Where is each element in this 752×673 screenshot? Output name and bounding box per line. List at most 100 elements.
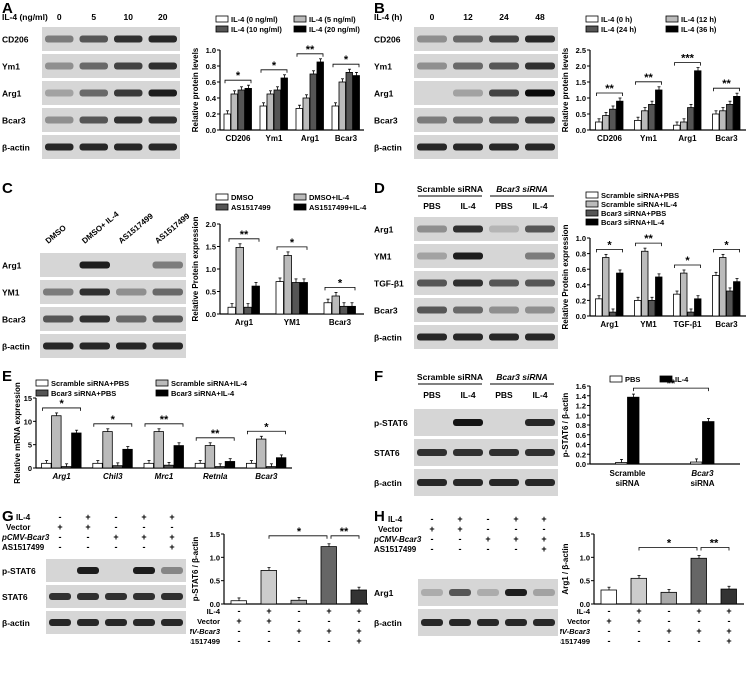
blot-lane-label: 24: [499, 12, 509, 22]
y-tick-label: 1.5: [206, 243, 216, 252]
blot-band: [489, 306, 519, 314]
x-tick-label: Bcar3: [715, 320, 738, 329]
treatment-sign: +: [485, 534, 490, 544]
blot-band: [525, 252, 555, 260]
blot-row-label: YM1: [374, 252, 392, 262]
bar: [280, 77, 288, 131]
western-blot-a: IL-4 (ng/ml) 0 5 10 20 CD206 Ym1 Arg1 Bcar3 β-act…: [0, 0, 190, 178]
treatment-sign: -: [238, 626, 241, 636]
blot-row-label: Bcar3: [374, 116, 398, 126]
y-tick-label: 0.2: [576, 450, 586, 459]
significance-marker: *: [607, 239, 612, 251]
blot-band: [525, 62, 555, 70]
blot-lane-label: IL-4: [460, 201, 475, 211]
blot-band: [533, 589, 555, 596]
blot-row-label: TGF-β1: [374, 279, 404, 289]
blot-band: [116, 315, 147, 323]
treatment-sign: -: [487, 544, 490, 554]
blot-band: [421, 589, 443, 596]
bar: [600, 589, 617, 605]
significance-marker: **: [240, 229, 249, 241]
treatment-sign: +: [169, 512, 174, 522]
y-tick-label: 1.6: [576, 382, 586, 391]
blot-band: [45, 62, 74, 70]
significance-marker: *: [111, 414, 116, 426]
blot-band: [525, 116, 555, 124]
bar: [291, 282, 300, 315]
treatment-sign: -: [358, 616, 361, 626]
treatment-sign: +: [726, 606, 731, 616]
legend-swatch: [665, 15, 679, 23]
blot-band: [525, 479, 555, 486]
y-axis-label: Relative protein levels: [561, 47, 570, 132]
blot-row-label: β-actin: [2, 618, 30, 628]
blot-band: [489, 35, 519, 43]
x-tick-label: Arg1: [678, 134, 697, 143]
blot-band: [79, 315, 110, 323]
significance-bracket: [674, 62, 701, 66]
treatment-sign: +: [666, 626, 671, 636]
y-tick-label: 0.8: [206, 62, 216, 71]
blot-band: [43, 342, 74, 350]
treatment-sign: +: [113, 532, 118, 542]
treatment-sign: -: [143, 522, 146, 532]
blot-band: [453, 252, 483, 260]
blot-band: [417, 225, 447, 233]
legend-label: IL-4 (10 ng/ml): [231, 25, 282, 34]
blot-lane-label: IL-4: [532, 390, 547, 400]
significance-marker: *: [59, 398, 64, 410]
blot-band: [45, 143, 74, 151]
legend-label: Bcar3 siRNA+PBS: [51, 389, 116, 398]
treatment-sign: -: [459, 544, 462, 554]
blot-band: [453, 35, 483, 43]
bar: [259, 105, 267, 131]
blot-svg: IL-4- + - + +Vector + + - - -pCMV-Bcar3- - + + +AS151…: [373, 514, 558, 636]
blot-band: [105, 593, 127, 600]
y-tick-label: 0.0: [576, 460, 586, 469]
treatment-sign: +: [513, 514, 518, 524]
blot-band: [49, 619, 71, 626]
treatment-sign: +: [326, 626, 331, 636]
legend-swatch: [293, 15, 307, 23]
y-tick-label: 1.0: [210, 553, 220, 562]
blot-lane-label: IL-4: [532, 201, 547, 211]
bar: [630, 577, 647, 605]
blot-band: [489, 62, 519, 70]
bar-chart-g: 0.00.51.01.5p-STAT6 / β-actin* **IL-4- + - +…: [190, 526, 368, 646]
bar: [41, 462, 52, 469]
blot-row-label: Ym1: [2, 62, 20, 72]
y-tick-label: 1.2: [576, 402, 586, 411]
treatment-sign: +: [356, 636, 361, 646]
x-tick-label: CD206: [226, 134, 251, 143]
bar: [260, 570, 277, 605]
y-tick-label: 0.8: [576, 421, 586, 430]
blot-lane-label: 5: [91, 12, 96, 22]
x-tick-label: Chil3: [103, 472, 123, 481]
legend-label: Scramble siRNA+IL-4: [171, 379, 248, 388]
legend-swatch: [585, 191, 599, 199]
treatment-sign: -: [698, 636, 701, 646]
bar: [347, 305, 356, 315]
bar: [694, 298, 702, 317]
significance-bracket: [276, 246, 308, 250]
y-tick-label: 0: [28, 464, 32, 473]
bar: [641, 250, 649, 317]
treatment-sign: -: [668, 606, 671, 616]
blot-row-label: β-actin: [2, 342, 30, 352]
bar: [92, 462, 103, 469]
x-tick-label: CD206: [597, 134, 622, 143]
western-blot-d: Scramble siRNA Bcar3 siRNA PBS IL-4 PBS IL-4 A…: [372, 180, 562, 365]
bar: [616, 272, 624, 317]
significance-bracket: [638, 547, 698, 551]
significance-marker: **: [306, 44, 315, 56]
y-axis-label: p-STAT6 / β-actin: [561, 393, 570, 458]
blot-lane-label: DMSO+ IL-4: [80, 209, 121, 245]
blot-band: [533, 619, 555, 626]
treatment-sign: +: [57, 522, 62, 532]
significance-bracket: [635, 81, 662, 85]
legend-swatch: [155, 379, 169, 387]
x-tick-label: YM1: [640, 320, 657, 329]
blot-group-label: Scramble siRNA: [417, 184, 483, 194]
legend-label: AS1517499+IL-4: [309, 203, 367, 212]
